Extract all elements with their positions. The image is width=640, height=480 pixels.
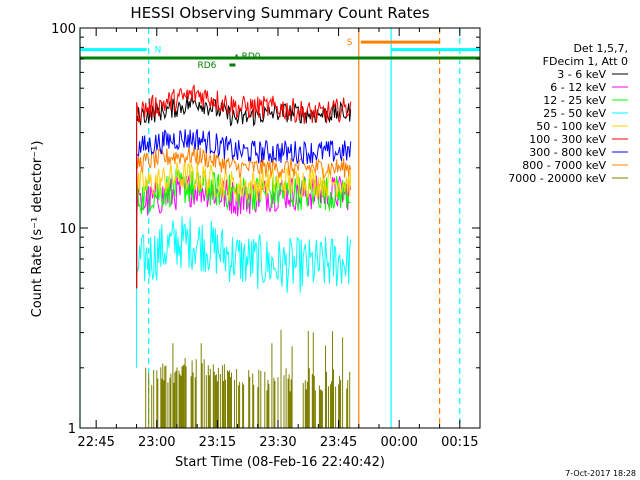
legend-header-1: FDecim 1, Att 0 (543, 55, 628, 68)
rd0-label: RD0 (242, 52, 261, 62)
series-7-trace (136, 145, 352, 289)
plot-frame (79, 27, 481, 429)
legend-label-5: 100 - 300 keV (529, 133, 606, 146)
y-tick-label-0: 1 (68, 422, 76, 437)
legend-label-1: 6 - 12 keV (550, 81, 606, 94)
x-tick-label-0: 22:45 (77, 435, 114, 450)
y-axis-label: Count Rate (s⁻¹ detector⁻¹) (30, 141, 45, 318)
y-tick-label-1: 10 (59, 222, 76, 237)
legend-label-0: 3 - 6 keV (557, 68, 606, 81)
series-3-trace (136, 216, 352, 368)
series-8-trace (145, 329, 351, 428)
x-tick-label-1: 23:00 (138, 435, 175, 450)
y-tick-label-2: 100 (51, 22, 76, 37)
series-6-trace (136, 128, 352, 289)
x-tick-label-2: 23:15 (199, 435, 236, 450)
x-tick-label-4: 23:45 (320, 435, 357, 450)
legend-label-6: 300 - 800 keV (529, 146, 606, 159)
legend-header-0: Det 1,5,7, (573, 42, 628, 55)
legend-label-8: 7000 - 20000 keV (508, 172, 606, 185)
legend-label-7: 800 - 7000 keV (522, 159, 606, 172)
chart-title: HESSI Observing Summary Count Rates (130, 4, 429, 22)
legend-label-4: 50 - 100 keV (536, 120, 606, 133)
footer-date: 7-Oct-2017 18:28 (565, 469, 636, 478)
x-tick-label-5: 00:00 (380, 435, 417, 450)
rd6-label: RD6 (197, 61, 216, 71)
x-tick-label-6: 00:15 (441, 435, 478, 450)
night-label: N (155, 46, 162, 56)
x-tick-label-3: 23:30 (259, 435, 296, 450)
saa-label: S (347, 38, 353, 48)
series-5-trace (136, 84, 352, 289)
legend-label-3: 25 - 50 keV (543, 107, 606, 120)
x-axis-label: Start Time (08-Feb-16 22:40:42) (175, 455, 385, 470)
legend-label-2: 12 - 25 keV (543, 94, 606, 107)
series-4-trace (136, 161, 352, 289)
